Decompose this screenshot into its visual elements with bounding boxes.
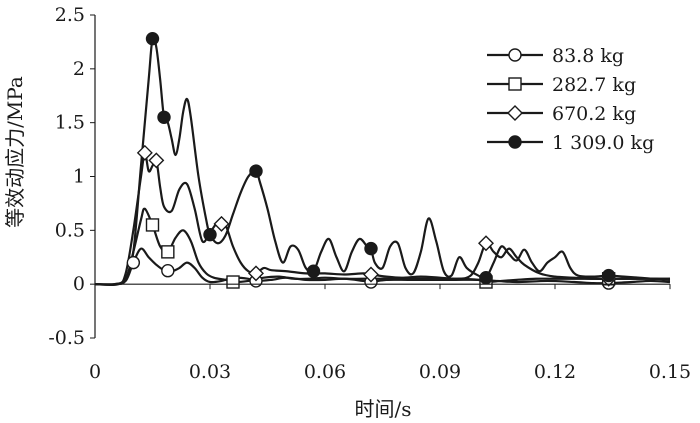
legend-marker — [507, 105, 523, 121]
series-4-marker — [157, 110, 171, 124]
x-tick-label: 0.15 — [649, 361, 691, 383]
plot-lines — [94, 35, 671, 287]
series-line-4 — [94, 35, 671, 286]
y-tick-label: -0.5 — [48, 327, 85, 349]
series-4-marker — [249, 164, 263, 178]
series-3-marker — [363, 266, 379, 283]
series-2-marker — [226, 275, 240, 289]
legend-label: 1 309.0 kg — [552, 132, 654, 154]
y-tick-label: 0.5 — [55, 219, 85, 241]
series-4-marker — [306, 264, 321, 278]
series-3-marker — [478, 235, 494, 252]
x-tick-label: 0.06 — [304, 361, 346, 383]
legend-label: 282.7 kg — [552, 74, 636, 96]
series-1-marker — [161, 264, 175, 278]
series-3-marker — [136, 144, 153, 161]
legend-label: 83.8 kg — [552, 45, 624, 67]
y-tick-label: 2.5 — [55, 4, 85, 26]
x-axis-title: 时间/s — [354, 397, 411, 421]
y-tick-label: 1.5 — [55, 112, 85, 134]
plot-markers — [126, 31, 617, 290]
x-tick-label: 0.12 — [534, 361, 576, 383]
series-3-marker — [148, 152, 165, 169]
series-3-marker — [248, 265, 264, 282]
series-4-marker — [479, 271, 493, 285]
legend-marker — [508, 77, 522, 91]
y-tick-label: 1 — [73, 166, 85, 188]
series-2-marker — [145, 218, 160, 232]
y-axis-title: 等效动应力/MPa — [3, 76, 27, 228]
series-line-3 — [94, 151, 670, 287]
x-tick-label: 0.03 — [189, 361, 231, 383]
y-tick-label: 2 — [73, 58, 85, 80]
legend: 83.8 kg 282.7 kg 670.2 kg 1 309.0 kg — [487, 45, 654, 154]
x-tick-label: 0 — [89, 361, 101, 383]
series-4-marker — [145, 31, 160, 46]
series-1-marker — [126, 255, 141, 270]
series-line-2 — [94, 207, 671, 286]
legend-marker — [508, 48, 522, 62]
series-4-marker — [601, 268, 616, 283]
series-2-marker — [161, 245, 175, 259]
series-3-marker — [213, 215, 230, 232]
series-4-marker — [203, 227, 217, 242]
series-4-marker — [364, 241, 378, 256]
axes — [90, 14, 671, 339]
tick-labels: -0.500.511.522.50 0.03 0.06 0.09 0.12 0.15 — [48, 4, 691, 383]
legend-marker — [508, 135, 522, 149]
x-tick-label: 0.09 — [419, 361, 461, 383]
y-tick-label: 0 — [73, 273, 85, 295]
legend-label: 670.2 kg — [552, 103, 636, 125]
